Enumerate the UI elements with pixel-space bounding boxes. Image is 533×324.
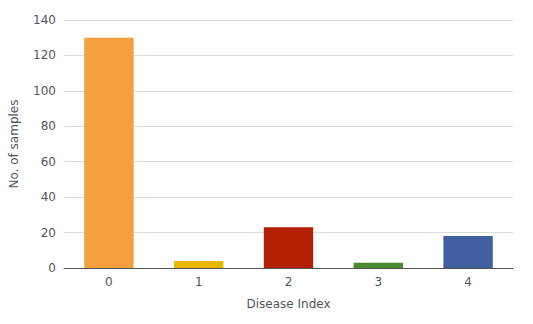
- svg-text:1: 1: [195, 275, 203, 289]
- svg-text:Disease Index: Disease Index: [246, 297, 330, 311]
- svg-text:2: 2: [285, 275, 293, 289]
- svg-text:20: 20: [41, 226, 56, 240]
- svg-text:100: 100: [33, 84, 56, 98]
- svg-text:120: 120: [33, 48, 56, 62]
- svg-text:3: 3: [374, 275, 382, 289]
- svg-text:0: 0: [48, 261, 56, 275]
- svg-text:140: 140: [33, 13, 56, 27]
- svg-text:0: 0: [105, 275, 113, 289]
- svg-text:No. of samples: No. of samples: [7, 100, 21, 189]
- svg-text:4: 4: [464, 275, 472, 289]
- svg-text:80: 80: [41, 119, 56, 133]
- svg-text:60: 60: [41, 155, 56, 169]
- svg-text:40: 40: [41, 190, 56, 204]
